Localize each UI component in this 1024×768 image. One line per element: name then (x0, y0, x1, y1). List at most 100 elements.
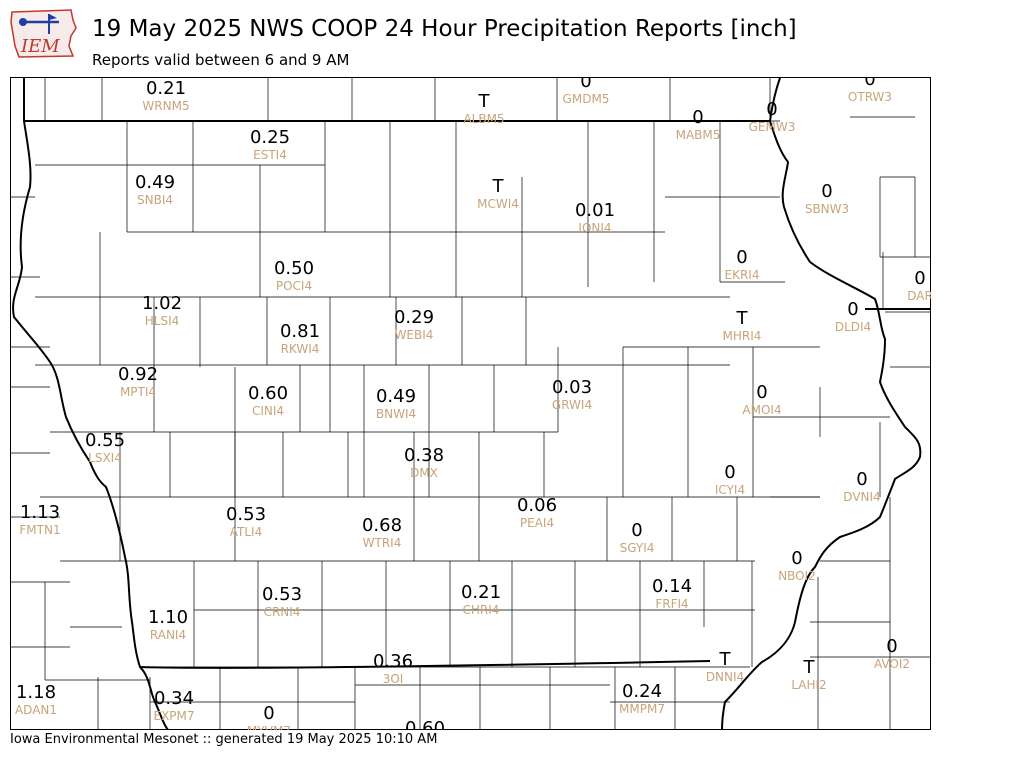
station-id: IONI4 (578, 221, 611, 235)
precip-value: 0.29 (394, 307, 434, 328)
precip-value: 0 (756, 382, 767, 403)
precip-value: 0 (580, 77, 591, 92)
station-id: CINI4 (252, 404, 284, 418)
precip-value: 0.21 (461, 582, 501, 603)
precip-value: 0.53 (226, 504, 266, 525)
station-id: EKRI4 (725, 268, 760, 282)
station-id: LSXI4 (88, 451, 122, 465)
station-id: MMPM7 (619, 702, 665, 716)
precip-value: 0.36 (373, 651, 413, 672)
precip-value: 0.92 (118, 364, 158, 385)
station-id: GEMW3 (749, 120, 796, 134)
precip-value: 0 (914, 268, 925, 289)
station-id: WTRI4 (363, 536, 402, 550)
station-id: CRNI4 (264, 605, 301, 619)
footer-credit: Iowa Environmental Mesonet :: generated … (10, 732, 438, 747)
station-id: ATLI4 (230, 525, 262, 539)
station-id: RANI4 (150, 628, 186, 642)
station-id: DAR (907, 289, 931, 303)
station-id: AMOI4 (742, 403, 781, 417)
precip-value: 0 (791, 548, 802, 569)
precip-value: 0 (821, 181, 832, 202)
station-report: 0MYVM7 (247, 703, 291, 730)
station-id: EXPM7 (153, 709, 194, 723)
precip-value: T (492, 176, 505, 197)
station-id: DMX (410, 466, 438, 480)
map-frame (10, 77, 931, 730)
precip-value: 0.55 (85, 430, 125, 451)
precip-value: 0 (263, 703, 274, 724)
precip-value: T (478, 91, 491, 112)
station-id: SGYI4 (620, 541, 655, 555)
precip-value: 0 (886, 636, 897, 657)
logo-text: IEM (20, 36, 60, 57)
precip-value: 0 (766, 99, 777, 120)
precip-value: 0.03 (552, 377, 592, 398)
precip-value: 1.13 (20, 502, 60, 523)
precip-value: 0 (631, 520, 642, 541)
precip-value: 0 (692, 107, 703, 128)
precip-value: 0.25 (250, 127, 290, 148)
station-id: MYVM7 (247, 724, 291, 730)
station-report: 0.60 (405, 718, 445, 730)
precip-value: 0.81 (280, 321, 320, 342)
station-id: NBOI2 (778, 569, 816, 583)
precip-value: 0 (847, 299, 858, 320)
precip-value: 0.60 (405, 718, 445, 730)
station-id: ICYI4 (715, 483, 745, 497)
station-id: ESTI4 (253, 148, 287, 162)
station-id: HLSI4 (145, 314, 180, 328)
precipitation-map: 0.21 WRNM5 T ALBM5 0 GMDM5 0 MABM5 0 GEMW3 0 OTRW3 0… (10, 77, 931, 730)
precip-value: 0.14 (652, 576, 692, 597)
station-id: MCWI4 (477, 197, 519, 211)
precip-value: 0 (856, 469, 867, 490)
precip-value: 1.18 (16, 682, 56, 703)
precip-value: 0.60 (248, 383, 288, 404)
station-id: OTRW3 (848, 90, 892, 104)
station-id: PEAI4 (520, 516, 554, 530)
station-id: WRNM5 (142, 99, 189, 113)
station-id: DLDI4 (835, 320, 871, 334)
page-subtitle: Reports valid between 6 and 9 AM (92, 51, 350, 69)
precip-value: T (803, 657, 816, 678)
station-id: SNBI4 (137, 193, 173, 207)
station-id: RKWI4 (281, 342, 320, 356)
precip-value: T (736, 308, 749, 329)
station-id: 3OI (383, 672, 404, 686)
